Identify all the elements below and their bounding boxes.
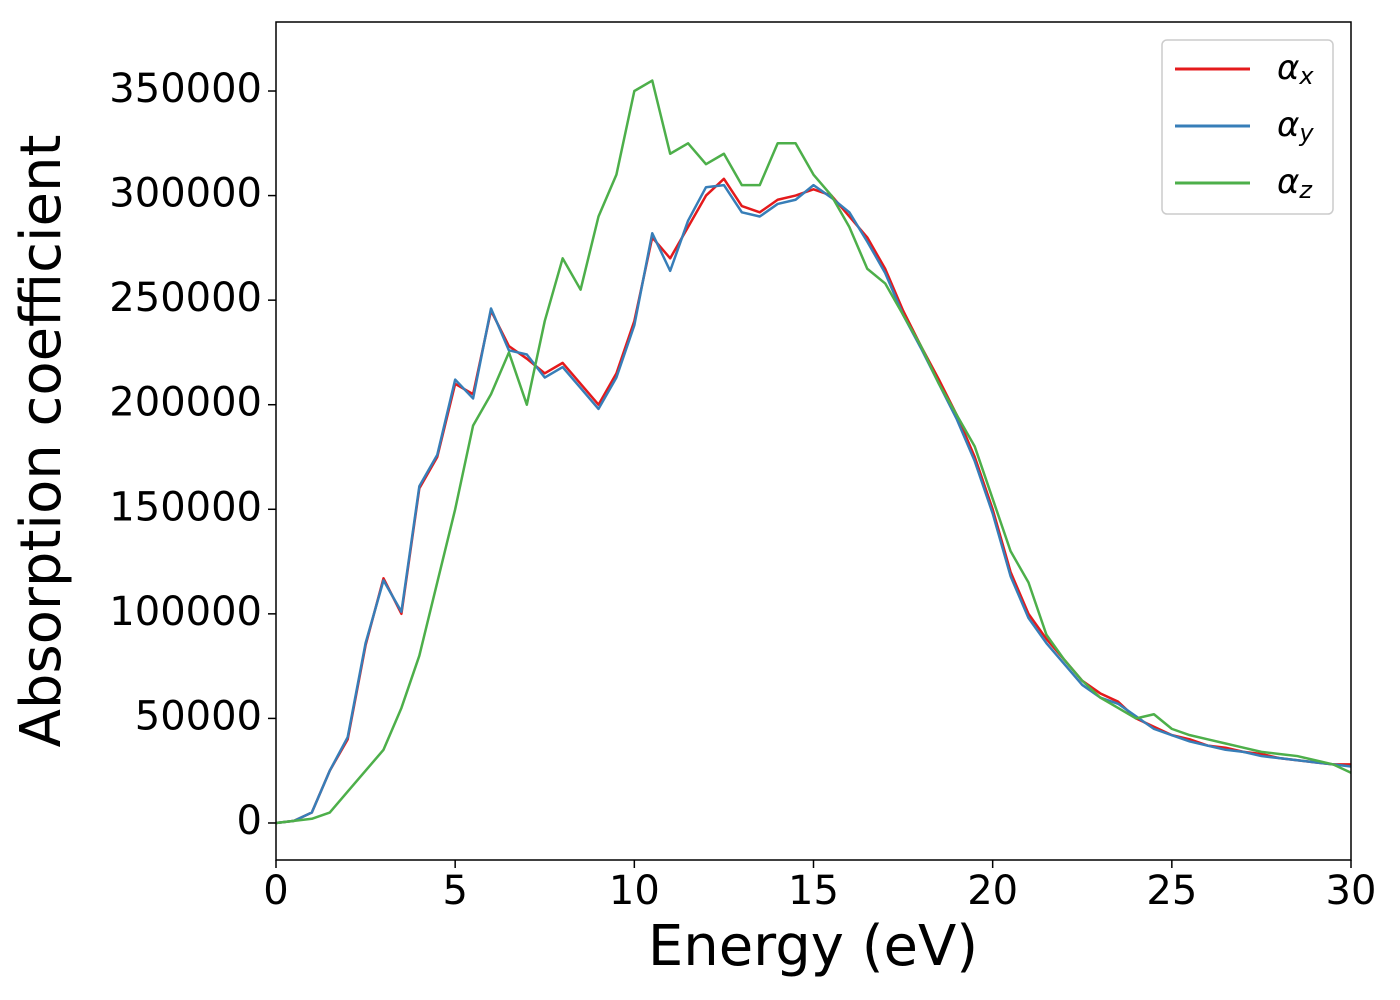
x-tick-label: 5 (442, 868, 467, 914)
y-tick-label: 200000 (109, 380, 262, 426)
y-tick-label: 250000 (109, 275, 262, 321)
y-tick-label: 350000 (109, 66, 262, 112)
x-axis-label: Energy (eV) (648, 914, 978, 979)
x-tick-label: 25 (1146, 868, 1197, 914)
series-line (275, 177, 1351, 825)
x-tick-label: 10 (609, 868, 660, 914)
x-tick-label: 20 (967, 868, 1018, 914)
legend-label: αz (1277, 162, 1313, 205)
legend-label: αy (1277, 105, 1314, 148)
y-tick-label: 300000 (109, 171, 262, 217)
series-line (275, 79, 1352, 825)
x-tick-label: 0 (263, 868, 288, 914)
y-tick-label: 100000 (109, 589, 262, 635)
plot-frame (275, 21, 1352, 861)
y-tick-label: 0 (237, 798, 262, 844)
legend-label: αx (1277, 48, 1314, 91)
series-line (275, 183, 1352, 825)
y-tick-label: 50000 (135, 693, 262, 739)
y-tick-label: 150000 (109, 484, 262, 530)
x-tick-label: 15 (788, 868, 839, 914)
x-tick-label: 30 (1326, 868, 1377, 914)
y-axis-label: Absorption coefficient (9, 135, 74, 748)
